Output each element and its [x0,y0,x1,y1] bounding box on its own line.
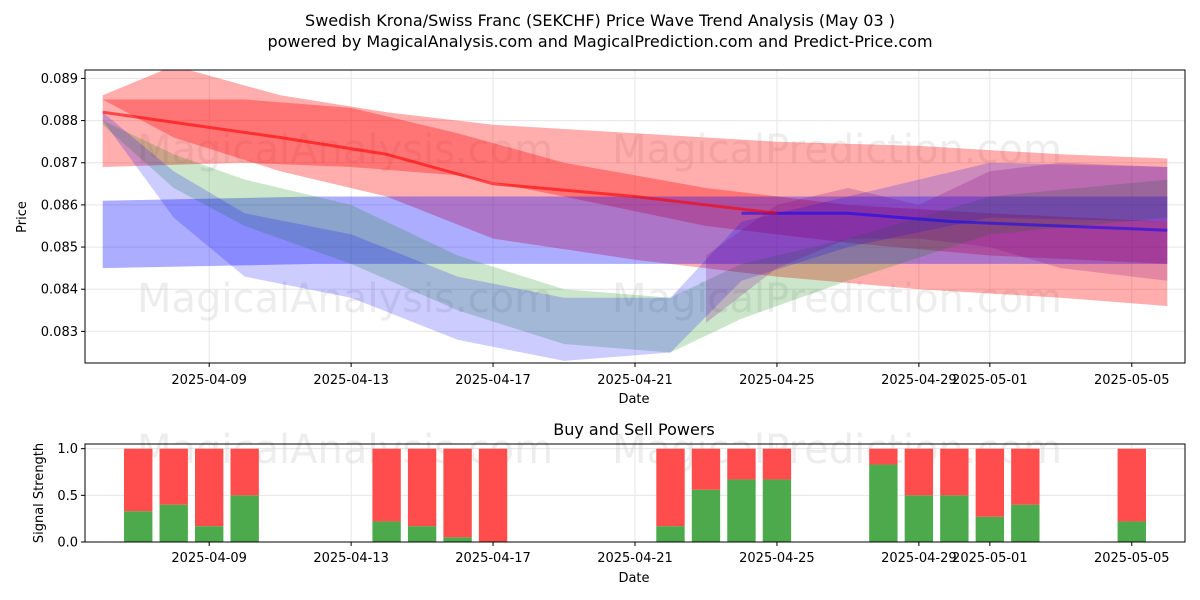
signal-x-tick-label: 2025-05-05 [1094,551,1170,566]
watermark-text: MagicalAnalysis.com [137,276,553,322]
sell-bar [975,448,1005,517]
sell-bar [159,448,188,505]
price-x-tick-label: 2025-04-09 [171,373,247,388]
sell-bar [1011,448,1040,505]
price-x-tick-label: 2025-05-05 [1094,373,1170,388]
wave-band-4 [102,120,1168,353]
buy-bar [230,495,259,542]
price-y-tick-label: 0.087 [41,156,78,171]
price-x-tick-label: 2025-04-25 [739,373,815,388]
wave-band-1 [102,70,1168,307]
buy-bar [124,511,153,542]
price-x-tick-label: 2025-05-01 [952,373,1028,388]
chart-title: Swedish Krona/Swiss Franc (SEKCHF) Price… [305,11,895,30]
price-y-axis-label: Price [15,201,30,233]
price-x-tick-label: 2025-04-13 [313,373,389,388]
buy-bar [1011,504,1040,542]
signal-x-tick-label: 2025-04-29 [881,551,957,566]
sell-bar [407,448,437,527]
price-x-axis-label: Date [618,392,649,407]
trend-line-2 [102,110,778,215]
price-x-tick-label: 2025-04-17 [455,373,531,388]
sell-bar [124,448,153,512]
signal-x-tick-label: 2025-04-09 [171,551,247,566]
price-chart: MagicalAnalysis.com MagicalPrediction.com… [41,69,1186,388]
buy-bar [904,495,934,542]
watermark-text: MagicalPrediction.com [612,127,1062,173]
buy-bar [727,479,756,542]
signal-y-tick-label: 0.0 [57,536,78,551]
sell-bar [195,448,224,527]
signal-chart-title: Buy and Sell Powers [553,420,715,439]
buy-bar [443,537,472,542]
sell-bar [443,448,472,538]
signal-x-tick-label: 2025-04-25 [739,551,815,566]
price-x-tick-label: 2025-04-21 [597,373,673,388]
buy-bar [372,521,401,542]
trend-line-1 [741,211,1168,232]
sell-bar [940,448,969,496]
sell-bar [727,448,756,480]
buy-bar [656,526,685,542]
signal-x-axis-label: Date [618,571,649,586]
price-y-tick-label: 0.084 [41,283,78,298]
sell-bar [372,448,401,522]
wave-band-5 [102,112,1168,361]
signal-x-tick-label: 2025-04-21 [597,551,673,566]
buy-bar [195,526,224,542]
signal-y-tick-label: 0.5 [57,489,78,504]
signal-chart: MagicalAnalysis.com MagicalPrediction.com… [57,427,1186,566]
price-y-tick-label: 0.088 [41,114,78,129]
signal-x-tick-label: 2025-04-13 [313,551,389,566]
sell-bar [656,448,685,527]
buy-bar [940,495,969,542]
buy-bar [762,479,792,542]
price-y-tick-label: 0.086 [41,198,78,213]
price-x-tick-label: 2025-04-29 [881,373,957,388]
sell-bar [691,448,721,490]
signal-x-tick-label: 2025-05-01 [952,551,1028,566]
buy-bar [159,504,188,542]
buy-bar [1117,521,1146,542]
sell-bar [478,448,508,542]
buy-bar [869,464,898,542]
price-y-tick-label: 0.089 [41,72,78,87]
sell-bar [762,448,792,480]
watermark-text: MagicalPrediction.com [612,276,1062,322]
sell-bar [904,448,934,496]
buy-bar [691,489,721,542]
signal-y-tick-label: 1.0 [57,442,78,457]
sell-bar [869,448,898,465]
signal-x-tick-label: 2025-04-17 [455,551,531,566]
watermark-text: MagicalAnalysis.com [137,127,553,173]
price-y-tick-label: 0.083 [41,325,78,340]
wave-band-6 [706,162,1168,323]
sell-bar [230,448,259,496]
wave-band-3 [102,196,1168,269]
sell-bar [1117,448,1146,522]
chart-subtitle: powered by MagicalAnalysis.com and Magic… [267,32,932,51]
price-y-tick-label: 0.085 [41,241,78,256]
signal-y-axis-label: Signal Strength [32,443,47,543]
price-bands [102,70,1168,361]
buy-bar [975,516,1005,542]
wave-band-2 [102,99,1168,264]
buy-bar [407,526,437,542]
